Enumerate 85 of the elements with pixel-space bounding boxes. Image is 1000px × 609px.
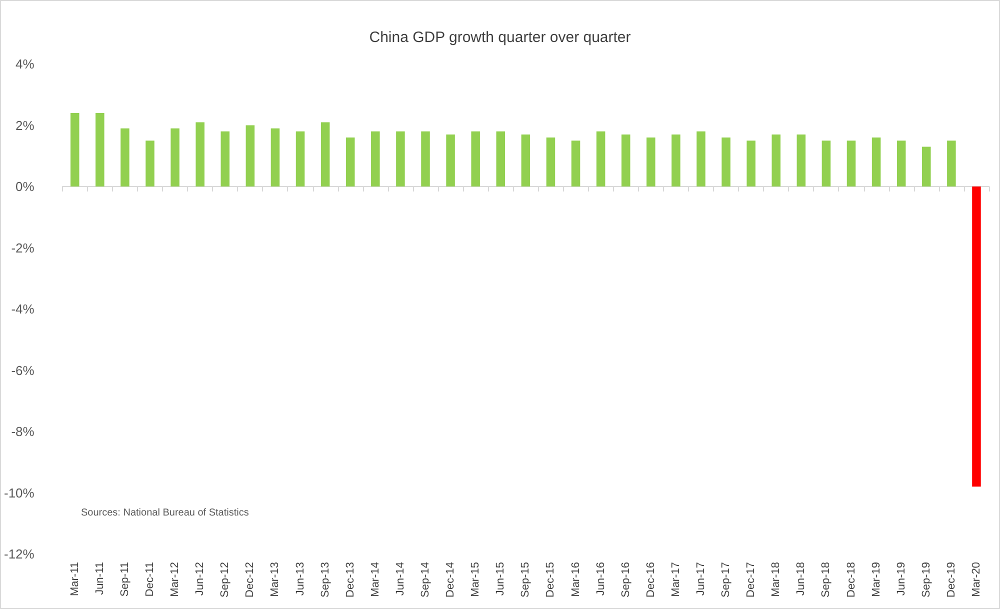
x-tick-label: Mar-16 xyxy=(570,562,582,597)
y-tick-label: -2% xyxy=(11,240,35,256)
x-tick-label: Mar-15 xyxy=(470,562,482,597)
bar xyxy=(896,140,906,186)
bar xyxy=(120,128,130,186)
y-tick-label: -8% xyxy=(11,424,35,439)
bar xyxy=(571,140,580,186)
x-tick-label: Sep-17 xyxy=(720,562,732,598)
bar xyxy=(320,122,330,186)
bar xyxy=(772,134,781,186)
x-tick-label: Jun-12 xyxy=(194,562,206,596)
bar xyxy=(621,134,630,186)
x-tick-label: Dec-17 xyxy=(745,562,758,598)
bar xyxy=(296,131,305,186)
bar xyxy=(596,131,606,186)
x-tick-label: Dec-18 xyxy=(845,562,858,598)
bar xyxy=(846,140,856,186)
bar xyxy=(972,186,981,487)
bar xyxy=(146,140,154,186)
annotation: Sources: National Bureau of Statistics xyxy=(81,508,249,518)
x-tick-label: Mar-13 xyxy=(269,562,282,597)
x-tick-label: Dec-11 xyxy=(144,562,156,597)
x-tick-label: Dec-12 xyxy=(244,562,256,598)
bar xyxy=(722,138,730,186)
x-tick-label: Jun-14 xyxy=(394,562,406,596)
bar xyxy=(922,146,931,186)
x-tick-label: Sep-16 xyxy=(620,562,632,598)
x-tick-label: Jun-13 xyxy=(294,562,306,596)
bar xyxy=(471,131,480,186)
bar xyxy=(746,140,756,186)
bar xyxy=(646,138,656,186)
bar xyxy=(822,140,831,186)
x-tick-label: Mar-17 xyxy=(670,562,682,597)
bar xyxy=(371,131,380,186)
x-tick-label: Sep-13 xyxy=(319,562,332,598)
x-tick-label: Jun-11 xyxy=(94,562,106,595)
y-tick-label: 0% xyxy=(16,179,35,194)
bar xyxy=(270,128,280,186)
x-tick-label: Sep-18 xyxy=(820,562,832,598)
x-tick-label: Sep-12 xyxy=(219,562,232,598)
bar xyxy=(170,128,180,186)
bar xyxy=(872,138,881,186)
x-tick-label: Dec-13 xyxy=(344,562,356,598)
x-tick-label: Sep-15 xyxy=(520,562,532,598)
x-tick-label: Sep-14 xyxy=(419,562,432,598)
x-tick-label: Mar-12 xyxy=(169,562,182,597)
x-tick-label: Mar-18 xyxy=(770,562,782,597)
x-tick-label: Jun-15 xyxy=(494,562,507,596)
bar xyxy=(70,113,80,186)
bar xyxy=(446,134,455,186)
x-tick-label: Sep-11 xyxy=(118,562,131,597)
x-tick-label: Jun-16 xyxy=(594,562,607,596)
chart-title: China GDP growth quarter over quarter xyxy=(369,29,631,46)
bar xyxy=(196,122,204,186)
bar xyxy=(96,113,104,186)
bar xyxy=(346,138,355,186)
bar xyxy=(696,131,706,186)
bar xyxy=(521,134,530,186)
bar xyxy=(947,140,956,186)
bar xyxy=(396,131,405,186)
y-tick-label: -6% xyxy=(11,362,35,378)
bar xyxy=(220,131,230,186)
y-tick-label: 2% xyxy=(16,118,35,133)
y-tick-label: 4% xyxy=(16,56,35,72)
y-tick-label: -10% xyxy=(4,485,35,500)
bar xyxy=(796,134,806,186)
x-tick-label: Jun-19 xyxy=(895,562,908,596)
bar xyxy=(421,131,430,186)
x-tick-label: Dec-16 xyxy=(644,562,657,598)
x-tick-label: Jun-17 xyxy=(694,562,707,596)
bar xyxy=(246,125,255,186)
x-tick-label: Jun-18 xyxy=(795,562,808,596)
y-tick-label: -12% xyxy=(4,546,35,562)
bar xyxy=(496,131,506,186)
x-tick-label: Mar-11 xyxy=(68,562,81,596)
bar xyxy=(546,138,556,186)
x-tick-label: Mar-14 xyxy=(369,562,382,597)
x-tick-label: Dec-14 xyxy=(444,562,457,598)
x-tick-label: Mar-20 xyxy=(970,562,982,597)
bar xyxy=(672,134,680,186)
y-tick-label: -4% xyxy=(11,302,35,316)
x-tick-label: Dec-15 xyxy=(544,562,557,598)
x-tick-label: Mar-19 xyxy=(870,562,882,597)
x-tick-label: Sep-19 xyxy=(920,562,932,598)
x-tick-label: Dec-19 xyxy=(945,562,958,598)
